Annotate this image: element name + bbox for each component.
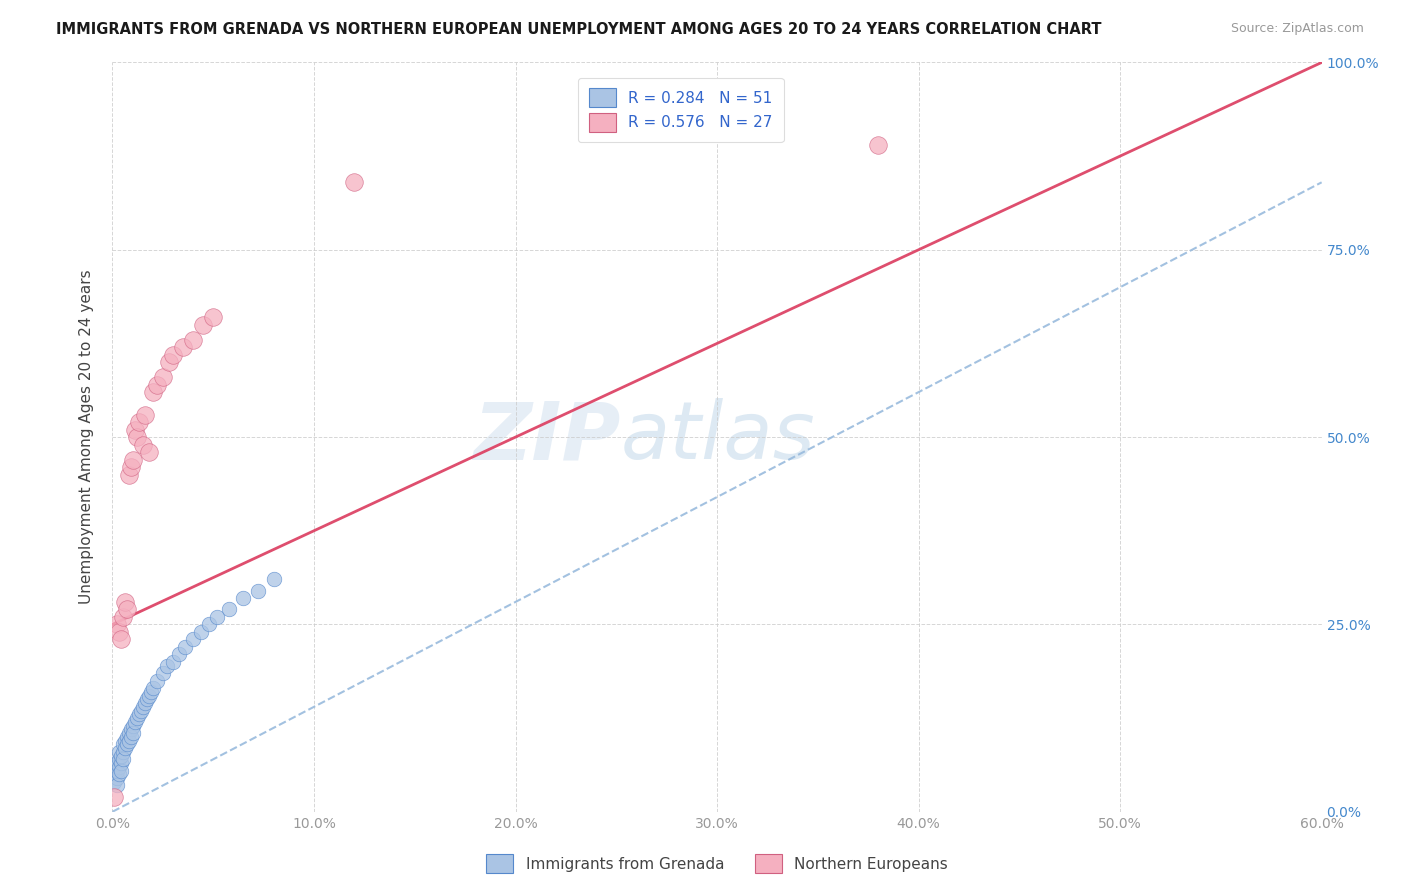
Point [172, 340, 194, 354]
Point [121, 452, 143, 467]
Point [138, 445, 160, 459]
Point [105, 771, 128, 785]
Point [232, 591, 254, 606]
Point [156, 658, 179, 673]
Point [125, 711, 148, 725]
Point [132, 699, 155, 714]
Point [121, 718, 143, 732]
Point [125, 430, 148, 444]
Point [114, 741, 136, 756]
Point [115, 730, 138, 744]
Point [107, 767, 129, 781]
Point [132, 437, 155, 451]
Point [114, 595, 136, 609]
Point [120, 723, 142, 737]
Point [110, 764, 132, 778]
Point [343, 175, 366, 189]
Point [117, 733, 139, 747]
Point [128, 707, 150, 722]
Point [139, 685, 162, 699]
Point [110, 756, 132, 770]
Point [142, 681, 165, 695]
Point [111, 745, 134, 759]
Point [134, 696, 156, 710]
Point [138, 689, 160, 703]
Point [162, 655, 184, 669]
Point [107, 624, 129, 639]
Point [246, 583, 269, 598]
Point [167, 648, 190, 662]
Point [105, 756, 128, 770]
Point [110, 632, 132, 647]
Point [103, 774, 125, 789]
Point [263, 573, 285, 587]
Point [117, 467, 139, 482]
Point [146, 673, 169, 688]
Legend: Immigrants from Grenada, Northern Europeans: Immigrants from Grenada, Northern Europe… [479, 848, 955, 879]
Point [120, 730, 142, 744]
Point [174, 640, 197, 654]
Point [162, 348, 184, 362]
Point [111, 610, 134, 624]
Point [198, 617, 221, 632]
Point [157, 355, 180, 369]
Point [117, 726, 139, 740]
Point [142, 385, 165, 400]
Point [114, 733, 136, 747]
Point [207, 610, 229, 624]
Text: IMMIGRANTS FROM GRENADA VS NORTHERN EUROPEAN UNEMPLOYMENT AMONG AGES 20 TO 24 YE: IMMIGRANTS FROM GRENADA VS NORTHERN EURO… [56, 22, 1102, 37]
Point [111, 737, 134, 751]
Point [105, 617, 128, 632]
Point [107, 760, 129, 774]
Point [218, 602, 240, 616]
Text: atlas: atlas [620, 398, 815, 476]
Point [107, 752, 129, 766]
Point [868, 137, 890, 152]
Point [115, 602, 138, 616]
Text: ZIP: ZIP [472, 398, 620, 476]
Point [181, 632, 204, 647]
Point [134, 408, 156, 422]
Point [103, 767, 125, 781]
Point [152, 370, 174, 384]
Point [111, 752, 134, 766]
Point [146, 377, 169, 392]
Point [191, 318, 214, 332]
Point [135, 692, 157, 706]
Point [115, 737, 138, 751]
Point [103, 760, 125, 774]
Point [121, 726, 143, 740]
Point [124, 714, 146, 729]
Point [103, 789, 125, 804]
Text: Source: ZipAtlas.com: Source: ZipAtlas.com [1230, 22, 1364, 36]
Point [202, 310, 225, 325]
Point [129, 704, 152, 718]
Point [128, 415, 150, 429]
Y-axis label: Unemployment Among Ages 20 to 24 years: Unemployment Among Ages 20 to 24 years [79, 269, 94, 605]
Point [105, 764, 128, 778]
Point [124, 423, 146, 437]
Point [105, 779, 128, 793]
Point [120, 460, 142, 475]
Point [110, 748, 132, 763]
Point [152, 666, 174, 681]
Point [107, 745, 129, 759]
Point [181, 333, 204, 347]
Point [190, 624, 212, 639]
